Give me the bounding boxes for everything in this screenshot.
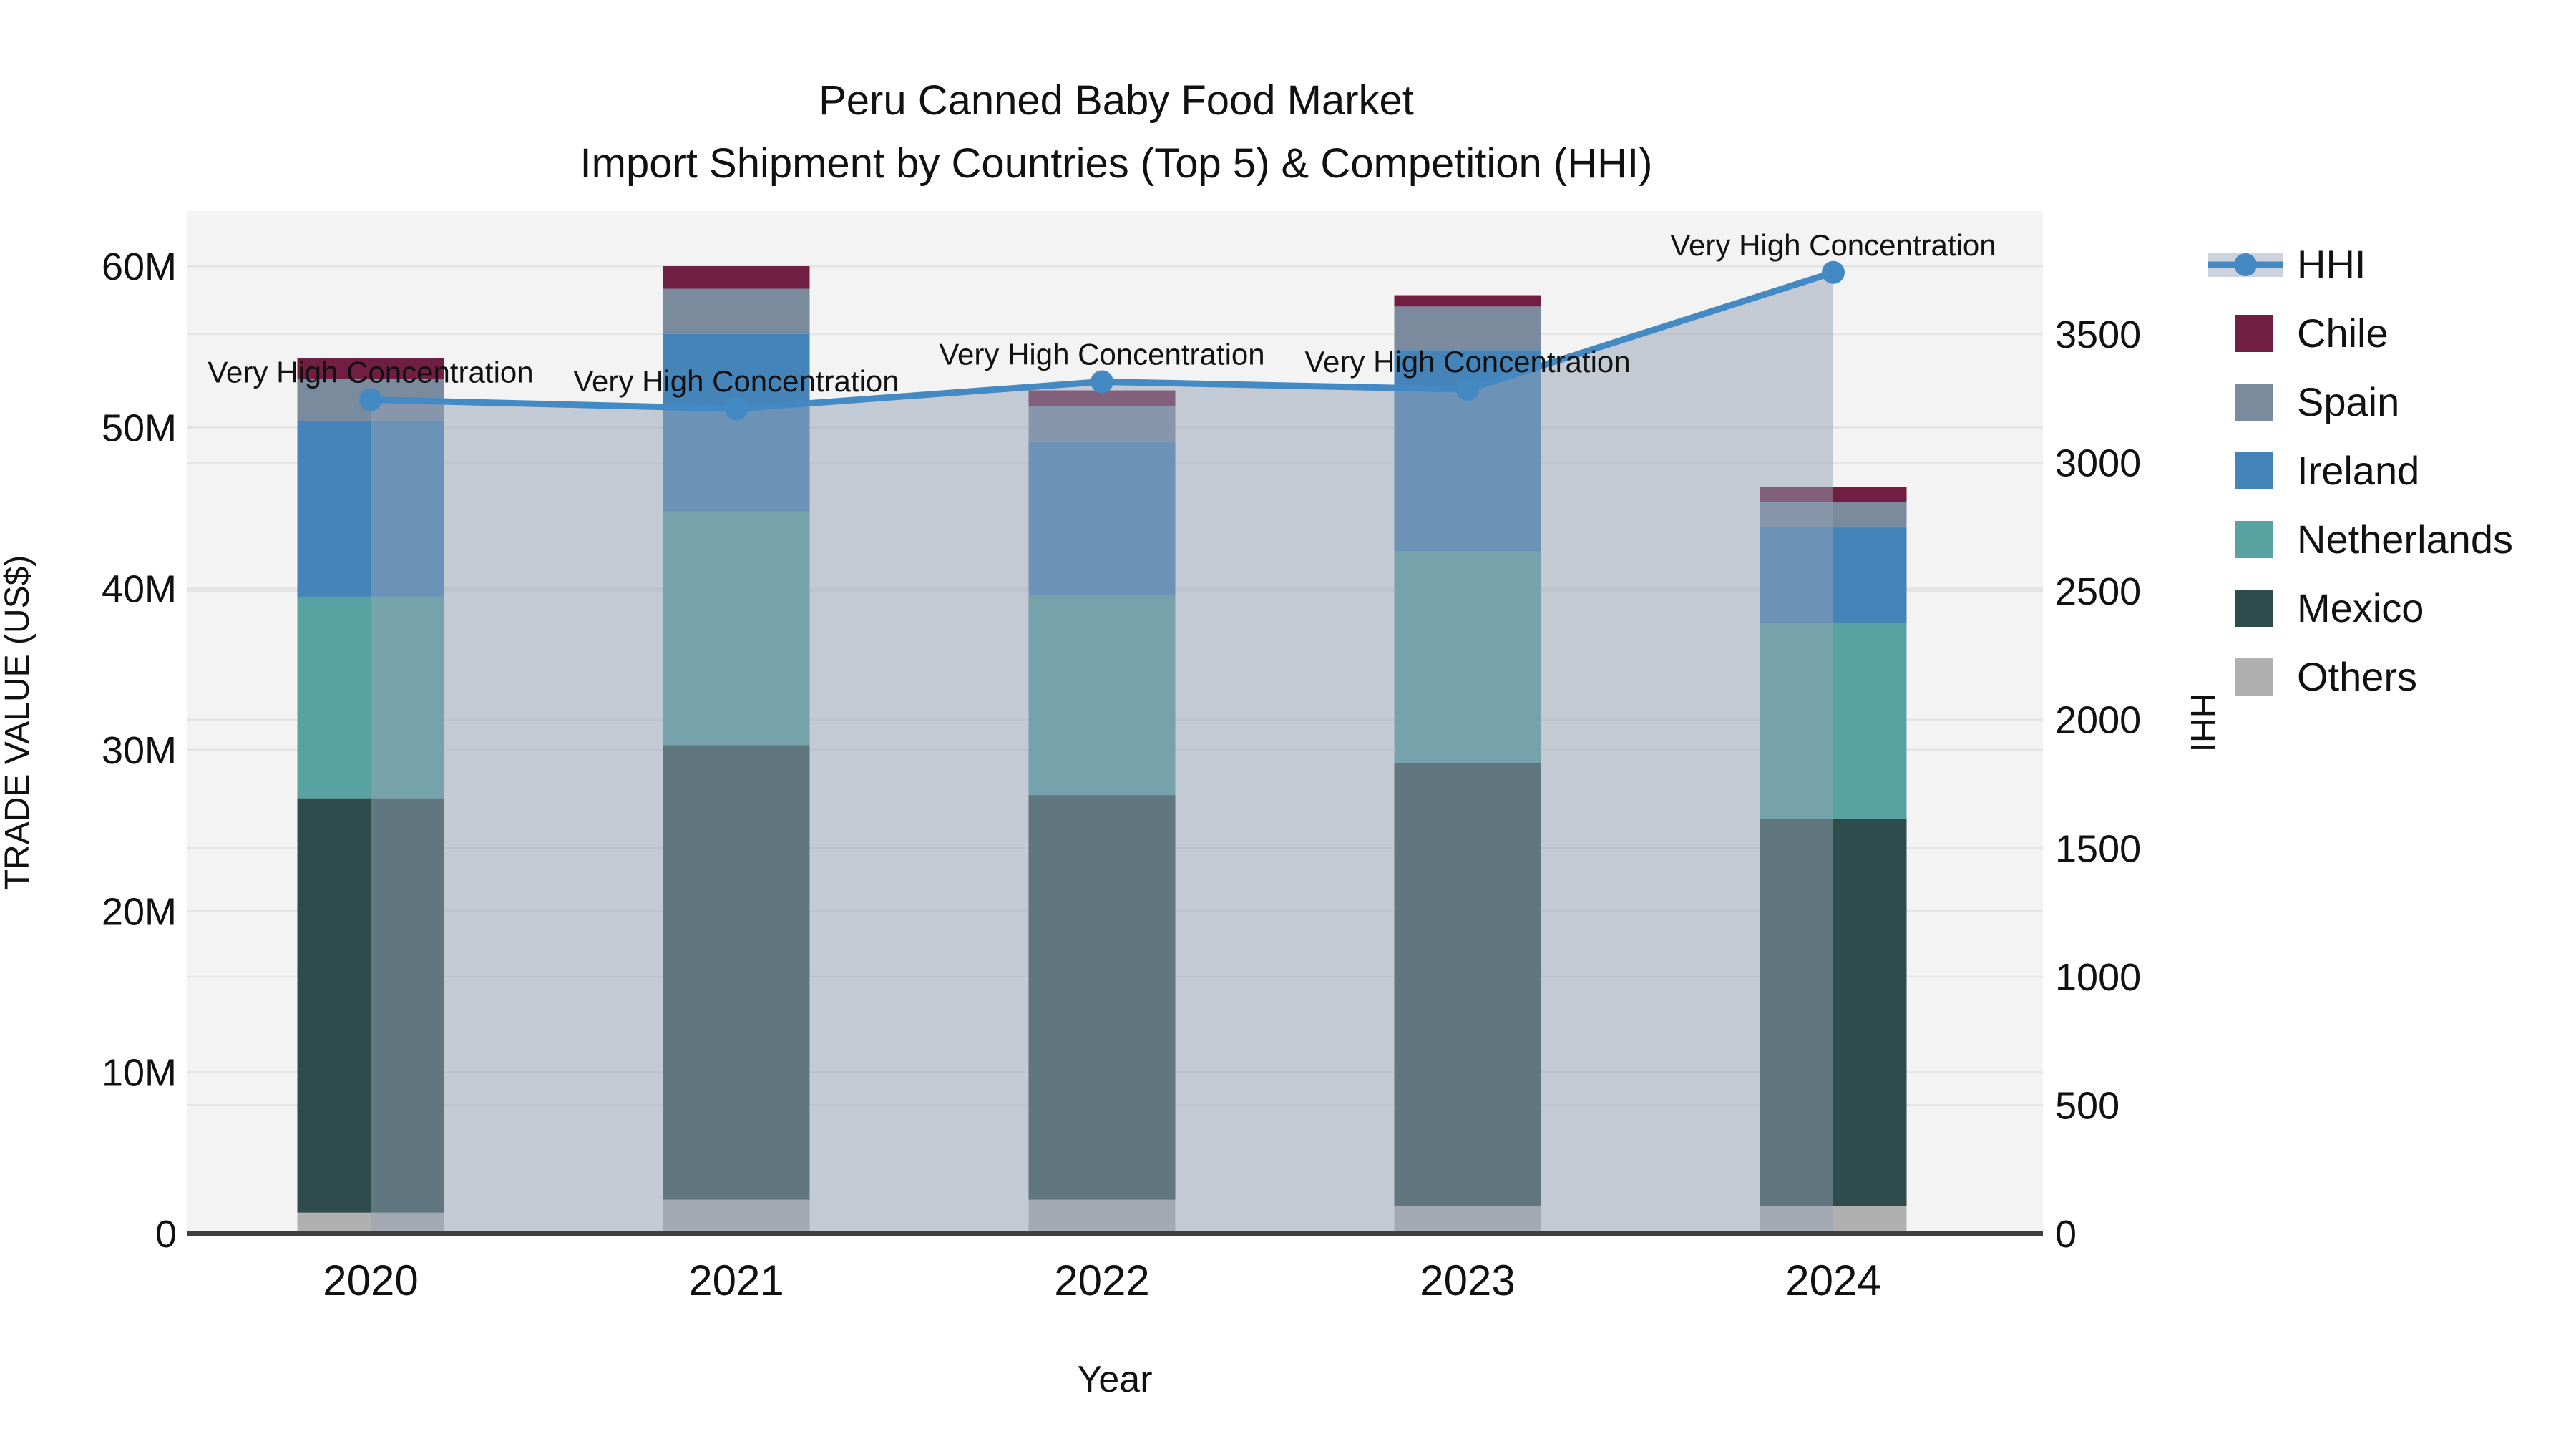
chart-title-line1: Peru Canned Baby Food Market [819, 77, 1414, 124]
annotation-2020: Very High Concentration [208, 356, 533, 389]
right-axis-tick-label: 0 [2055, 1213, 2077, 1256]
legend-item-netherlands: Netherlands [2235, 517, 2513, 562]
legend-color-swatch [2235, 590, 2273, 627]
bar-segment-spain-2023 [1394, 306, 1541, 351]
legend-item-spain: Spain [2235, 379, 2399, 424]
hhi-marker-2022 [1091, 370, 1113, 394]
legend-item-mexico: Mexico [2235, 585, 2424, 630]
legend-item-label: Spain [2297, 379, 2399, 424]
annotation-2022: Very High Concentration [939, 337, 1264, 371]
bar-segment-spain-2021 [663, 288, 810, 334]
hhi-line-layer [359, 260, 1845, 421]
annotations-layer: Very High Concentration Very High Concent… [208, 228, 1996, 398]
hhi-marker-2024 [1822, 260, 1845, 284]
annotation-2023: Very High Concentration [1304, 345, 1630, 379]
hhi-marker-2020 [359, 388, 382, 411]
legend-item-others: Others [2235, 654, 2417, 699]
right-axis-tick-label: 1000 [2055, 956, 2141, 999]
annotation-2021: Very High Concentration [573, 364, 899, 398]
legend-item-label: Others [2297, 654, 2417, 699]
bar-segment-chile-2020 [297, 358, 444, 379]
left-axis-tick-label: 40M [102, 568, 177, 611]
right-axis-tick-label: 3500 [2055, 313, 2141, 356]
hhi-marker-2023 [1456, 378, 1479, 401]
left-axis-tick-label: 50M [102, 406, 177, 449]
chart-title-line2: Import Shipment by Countries (Top 5) & C… [580, 140, 1653, 187]
legend-hhi-marker-swatch [2234, 253, 2257, 276]
left-axis-tick-label: 30M [102, 729, 177, 772]
bar-segment-chile-2021 [663, 266, 810, 289]
legend: HHI Chile Spain Ireland Netherlands Mexico Oth… [2208, 242, 2513, 699]
legend-item-label: Mexico [2297, 585, 2424, 630]
legend-color-swatch [2235, 452, 2273, 489]
left-axis-tick-label: 10M [102, 1052, 177, 1095]
legend-item-chile: Chile [2235, 311, 2389, 356]
right-axis-tick-label: 2000 [2055, 699, 2141, 742]
bar-segment-chile-2023 [1394, 295, 1541, 307]
legend-item-label: HHI [2297, 242, 2366, 287]
legend-color-swatch [2235, 315, 2273, 352]
right-axis-tick-label: 3000 [2055, 442, 2141, 485]
x-axis-tick-label-2021: 2021 [688, 1257, 784, 1304]
left-axis-tick-label: 60M [102, 245, 177, 288]
axes-layer: 0 10M 20M 30M 40M 50M 60M 0 500 1000 1500 2000 2500 3… [102, 245, 2141, 1304]
x-axis-title: Year [1077, 1359, 1152, 1400]
legend-item-label: Chile [2297, 311, 2389, 356]
x-axis-tick-label-2020: 2020 [323, 1257, 418, 1304]
hhi-marker-2021 [725, 397, 748, 421]
legend-color-swatch [2235, 521, 2273, 558]
right-axis-tick-label: 500 [2055, 1084, 2119, 1127]
x-axis-tick-label-2024: 2024 [1785, 1257, 1880, 1304]
right-axis-tick-label: 1500 [2055, 827, 2141, 870]
left-axis-tick-label: 0 [155, 1213, 177, 1256]
x-axis-tick-label-2022: 2022 [1054, 1257, 1149, 1304]
left-axis-title: TRADE VALUE (US$) [0, 555, 36, 891]
annotation-2024: Very High Concentration [1670, 228, 1996, 262]
legend-item-hhi: HHI [2208, 242, 2366, 287]
hhi-area-layer [371, 272, 1833, 1234]
hhi-area-fill [371, 272, 1833, 1234]
legend-color-swatch [2235, 658, 2273, 696]
right-axis-title: HHI [2183, 693, 2221, 753]
legend-color-swatch [2235, 384, 2273, 421]
right-axis-tick-label: 2500 [2055, 570, 2141, 613]
legend-item-label: Netherlands [2297, 517, 2513, 562]
legend-item-label: Ireland [2297, 448, 2419, 493]
left-axis-tick-label: 20M [102, 890, 177, 933]
x-axis-tick-label-2023: 2023 [1420, 1257, 1515, 1304]
legend-item-ireland: Ireland [2235, 448, 2419, 493]
